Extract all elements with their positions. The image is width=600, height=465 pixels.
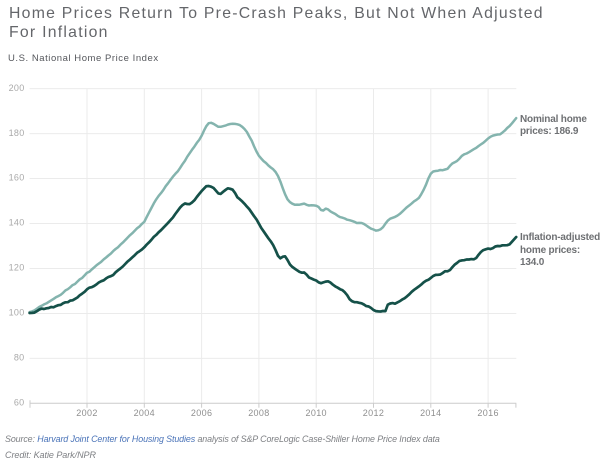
svg-text:2002: 2002 [76,408,97,418]
svg-text:140: 140 [9,218,25,228]
svg-text:100: 100 [9,308,25,318]
svg-text:200: 200 [9,83,25,93]
svg-text:180: 180 [9,128,25,138]
svg-text:2006: 2006 [191,408,212,418]
svg-text:80: 80 [14,353,25,363]
svg-text:60: 60 [14,398,25,408]
svg-text:160: 160 [9,173,25,183]
svg-text:2012: 2012 [363,408,384,418]
svg-text:120: 120 [9,263,25,273]
svg-text:2010: 2010 [305,408,326,418]
svg-text:2016: 2016 [477,408,498,418]
svg-text:2008: 2008 [248,408,269,418]
svg-text:2014: 2014 [420,408,441,418]
svg-text:2004: 2004 [134,408,155,418]
